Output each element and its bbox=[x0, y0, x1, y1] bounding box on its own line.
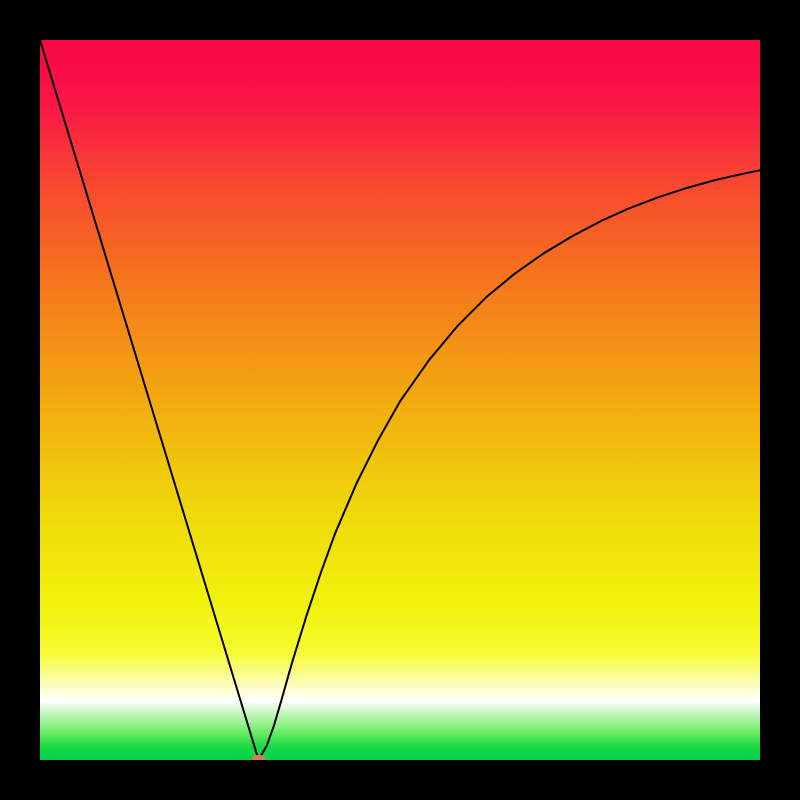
chart-container: TheBottleneck.com bbox=[0, 0, 800, 800]
bottleneck-chart bbox=[0, 0, 800, 800]
watermark-label: TheBottleneck.com bbox=[588, 2, 794, 28]
